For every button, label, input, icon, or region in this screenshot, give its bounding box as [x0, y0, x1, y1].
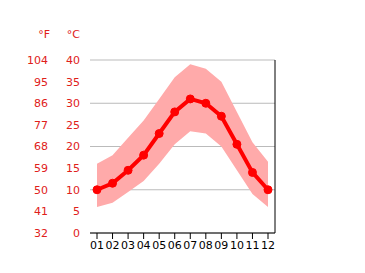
- html-text:°F: °F: [38, 28, 50, 41]
- svg-text:01: 01: [90, 239, 104, 252]
- svg-text:104: 104: [27, 54, 48, 67]
- svg-text:30: 30: [66, 97, 80, 110]
- svg-text:5: 5: [73, 205, 80, 218]
- html-text:°C: °C: [66, 28, 80, 41]
- svg-text:06: 06: [168, 239, 182, 252]
- svg-text:03: 03: [121, 239, 135, 252]
- svg-text:41: 41: [34, 205, 48, 218]
- svg-text:12: 12: [261, 239, 275, 252]
- svg-text:07: 07: [183, 239, 197, 252]
- svg-text:04: 04: [137, 239, 151, 252]
- svg-text:02: 02: [106, 239, 120, 252]
- svg-text:86: 86: [34, 97, 48, 110]
- svg-text:95: 95: [34, 76, 48, 89]
- svg-text:25: 25: [66, 119, 80, 132]
- svg-text:05: 05: [152, 239, 166, 252]
- svg-text:08: 08: [199, 239, 213, 252]
- svg-text:35: 35: [66, 76, 80, 89]
- svg-text:20: 20: [66, 140, 80, 153]
- svg-text:50: 50: [34, 184, 48, 197]
- svg-text:0: 0: [73, 227, 80, 240]
- svg-text:11: 11: [245, 239, 259, 252]
- svg-text:10: 10: [66, 184, 80, 197]
- svg-text:40: 40: [66, 54, 80, 67]
- svg-text:10: 10: [230, 239, 244, 252]
- svg-text:59: 59: [34, 162, 48, 175]
- svg-text:09: 09: [214, 239, 228, 252]
- svg-text:77: 77: [34, 119, 48, 132]
- svg-text:32: 32: [34, 227, 48, 240]
- svg-text:68: 68: [34, 140, 48, 153]
- svg-text:15: 15: [66, 162, 80, 175]
